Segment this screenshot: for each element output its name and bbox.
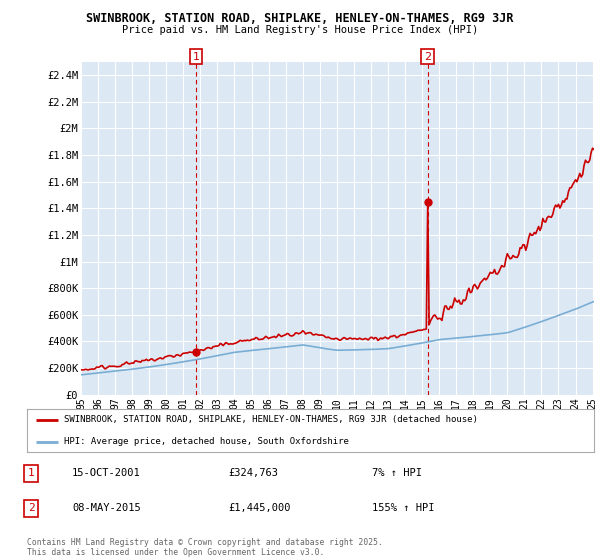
Text: 2: 2 <box>28 503 35 514</box>
Text: 155% ↑ HPI: 155% ↑ HPI <box>372 503 434 514</box>
Text: 1: 1 <box>193 52 200 62</box>
Text: Contains HM Land Registry data © Crown copyright and database right 2025.
This d: Contains HM Land Registry data © Crown c… <box>27 538 383 557</box>
Text: 08-MAY-2015: 08-MAY-2015 <box>72 503 141 514</box>
Text: SWINBROOK, STATION ROAD, SHIPLAKE, HENLEY-ON-THAMES, RG9 3JR (detached house): SWINBROOK, STATION ROAD, SHIPLAKE, HENLE… <box>64 415 478 424</box>
Text: 2: 2 <box>424 52 431 62</box>
Text: HPI: Average price, detached house, South Oxfordshire: HPI: Average price, detached house, Sout… <box>64 437 349 446</box>
Text: 1: 1 <box>28 468 35 478</box>
Text: 7% ↑ HPI: 7% ↑ HPI <box>372 468 422 478</box>
Text: SWINBROOK, STATION ROAD, SHIPLAKE, HENLEY-ON-THAMES, RG9 3JR: SWINBROOK, STATION ROAD, SHIPLAKE, HENLE… <box>86 12 514 25</box>
Text: Price paid vs. HM Land Registry's House Price Index (HPI): Price paid vs. HM Land Registry's House … <box>122 25 478 35</box>
Text: £324,763: £324,763 <box>228 468 278 478</box>
Text: £1,445,000: £1,445,000 <box>228 503 290 514</box>
Text: 15-OCT-2001: 15-OCT-2001 <box>72 468 141 478</box>
